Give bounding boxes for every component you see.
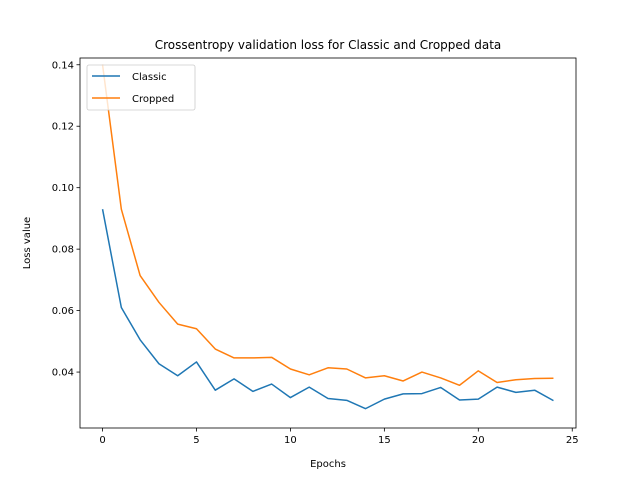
y-tick-label: 0.08 bbox=[52, 245, 74, 256]
x-tick-label: 0 bbox=[99, 435, 105, 446]
chart-title: Crossentropy validation loss for Classic… bbox=[155, 38, 502, 52]
plot-area: 0 5 10 15 20 25 0.04 0.06 0.08 0.10 0.12 0.14 bbox=[52, 57, 579, 446]
legend-label-classic: Classic bbox=[132, 72, 167, 83]
x-tick-label: 20 bbox=[472, 435, 485, 446]
x-axis: 0 5 10 15 20 25 bbox=[99, 428, 579, 446]
y-tick-label: 0.12 bbox=[52, 122, 74, 133]
axes-background bbox=[80, 58, 576, 428]
legend: Classic Cropped bbox=[86, 64, 196, 111]
x-tick-label: 5 bbox=[193, 435, 199, 446]
y-axis: 0.04 0.06 0.08 0.10 0.12 0.14 bbox=[52, 60, 80, 379]
x-tick-label: 15 bbox=[378, 435, 391, 446]
series-lines bbox=[101, 64, 554, 410]
y-tick-label: 0.10 bbox=[52, 183, 74, 194]
series-line-classic bbox=[101, 209, 554, 410]
y-tick-label: 0.06 bbox=[52, 306, 74, 317]
y-tick-label: 0.14 bbox=[52, 60, 74, 71]
series-line-cropped bbox=[101, 64, 554, 387]
y-tick-label: 0.04 bbox=[52, 368, 74, 379]
legend-label-cropped: Cropped bbox=[132, 94, 174, 105]
x-axis-label: Epochs bbox=[310, 459, 346, 470]
x-tick-label: 25 bbox=[566, 435, 579, 446]
axes-frame bbox=[79, 57, 577, 429]
x-tick-label: 10 bbox=[284, 435, 297, 446]
y-axis-label: Loss value bbox=[22, 217, 33, 269]
